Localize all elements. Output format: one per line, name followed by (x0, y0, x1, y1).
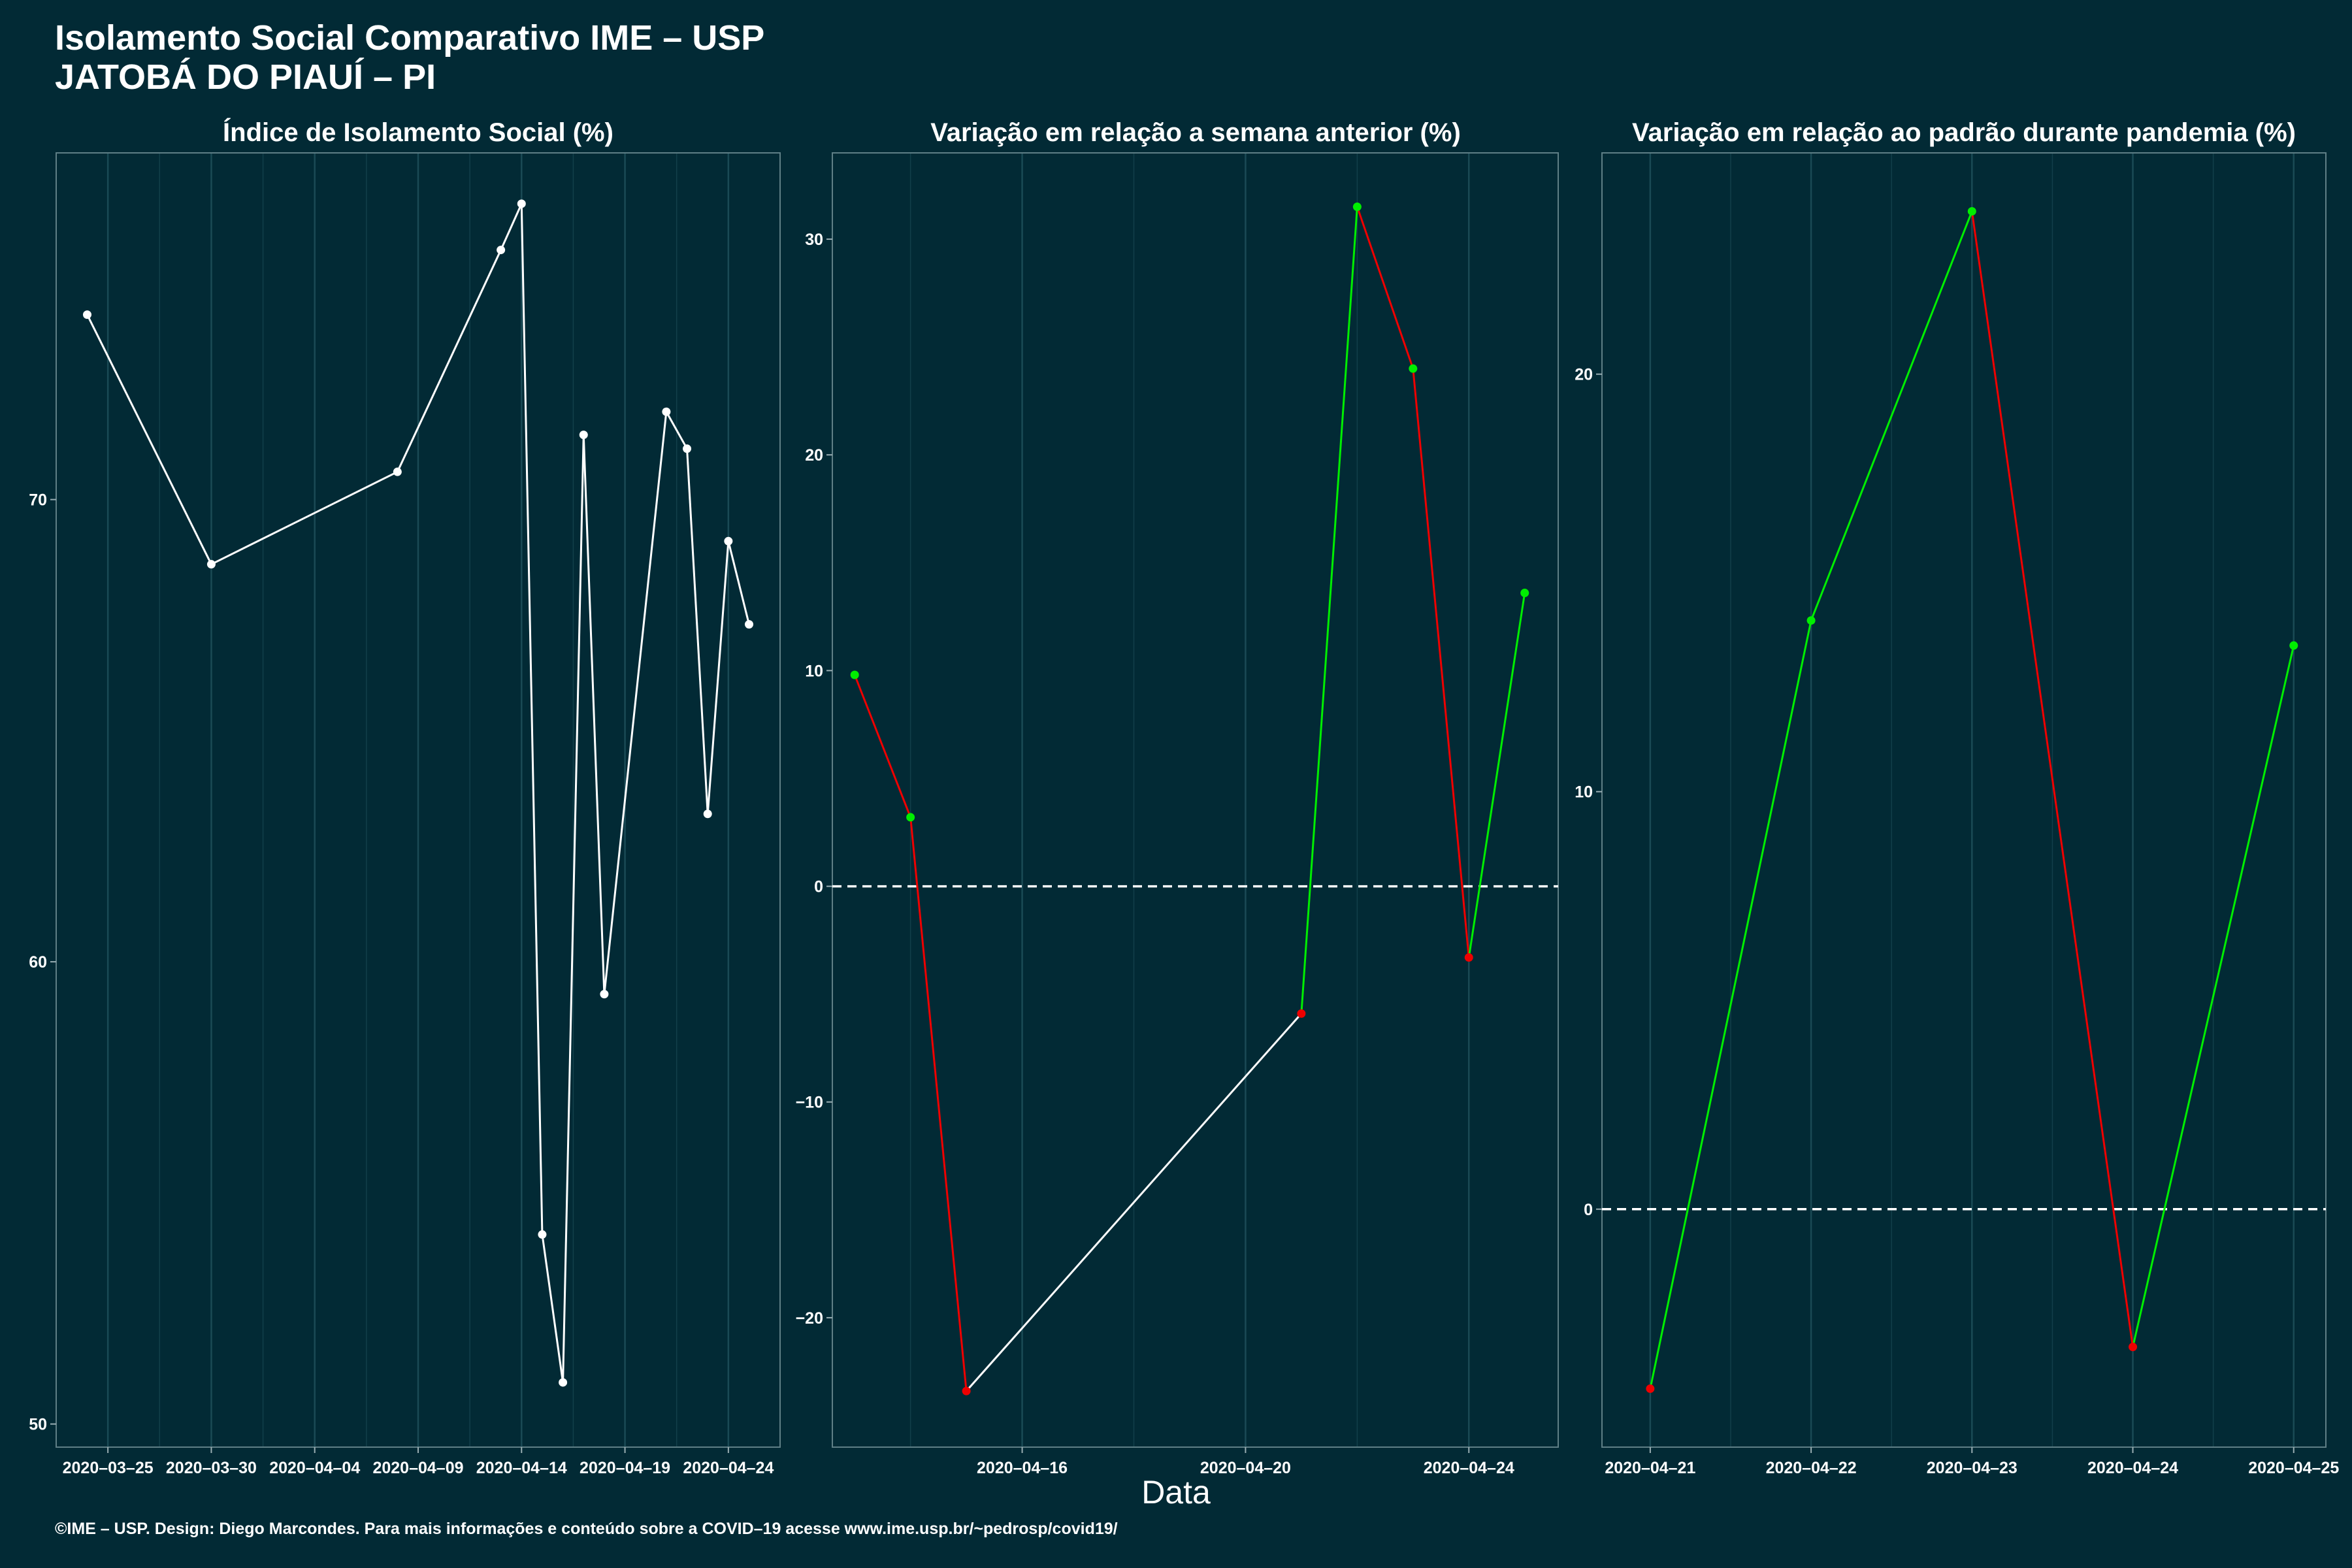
series-segment (1300, 206, 1358, 1014)
footer-credits: ©IME – USP. Design: Diego Marcondes. Par… (55, 1520, 1118, 1538)
series-segment (686, 448, 709, 814)
series-segment (396, 249, 502, 472)
series-segment (1970, 211, 2134, 1347)
series-segment (541, 1234, 564, 1383)
data-point (1520, 589, 1529, 598)
x-tick-label: 2020–04–09 (372, 1459, 463, 1477)
y-tick-label: 70 (29, 491, 47, 510)
data-point (703, 809, 712, 819)
y-tick-label: −10 (796, 1094, 823, 1112)
data-point (1297, 1009, 1306, 1018)
data-point (683, 444, 692, 453)
panel-title: Variação em relação a semana anterior (%… (930, 118, 1461, 147)
panel-pandemic-pattern-variation: Variação em relação ao padrão durante pa… (1575, 118, 2339, 1477)
series-segment (500, 203, 523, 251)
data-point (497, 246, 506, 255)
x-tick-label: 2020–04–22 (1766, 1459, 1857, 1477)
series-segment (210, 470, 399, 566)
series-segment (1356, 206, 1414, 369)
data-point (906, 813, 915, 822)
panel-border (832, 152, 1559, 1448)
data-point (206, 560, 216, 569)
x-tick-label: 2020–04–20 (1200, 1459, 1291, 1477)
x-tick-label: 2020–04–16 (977, 1459, 1068, 1477)
x-tick-label: 2020–04–25 (2248, 1459, 2339, 1477)
series-segment (909, 817, 968, 1392)
data-point (82, 310, 91, 319)
figure-subtitle: JATOBÁ DO PIAUÍ – PI (55, 57, 436, 97)
data-point (517, 199, 526, 208)
x-tick-label: 2020–04–14 (476, 1459, 567, 1477)
series-segment (1467, 593, 1526, 958)
x-tick-label: 2020–03–25 (63, 1459, 154, 1477)
series-segment (562, 434, 585, 1382)
y-tick-label: 0 (1584, 1201, 1593, 1219)
series-segment (727, 540, 750, 625)
data-point (1646, 1384, 1655, 1394)
data-point (1352, 203, 1362, 212)
series-segment (603, 412, 668, 994)
series-segment (1412, 368, 1470, 958)
data-point (559, 1378, 568, 1387)
x-tick-label: 2020–03–30 (166, 1459, 257, 1477)
series-segment (965, 1013, 1302, 1392)
x-axis-label: Data (1141, 1474, 1211, 1511)
x-tick-label: 2020–04–23 (1927, 1459, 2017, 1477)
panel-weekly-variation: Variação em relação a semana anterior (%… (796, 118, 1559, 1477)
y-tick-label: 50 (29, 1416, 47, 1434)
panel-isolation-index: Índice de Isolamento Social (%) 2020–03–2… (29, 118, 781, 1477)
data-point (2289, 641, 2298, 650)
data-point (662, 407, 671, 416)
y-tick-label: 30 (805, 231, 823, 249)
figure-title: Isolamento Social Comparativo IME – USP (55, 18, 765, 57)
y-tick-label: 20 (805, 446, 823, 465)
series-segment (853, 674, 912, 818)
y-tick-label: 20 (1575, 366, 1593, 384)
data-point (1806, 616, 1816, 625)
data-point (600, 990, 609, 999)
data-point (850, 670, 859, 679)
panel-title: Variação em relação ao padrão durante pa… (1632, 118, 2296, 147)
x-tick-label: 2020–04–04 (269, 1459, 360, 1477)
panel-title: Índice de Isolamento Social (%) (223, 118, 613, 147)
y-tick-label: −20 (796, 1309, 823, 1328)
x-tick-label: 2020–04–24 (1424, 1459, 1514, 1477)
x-tick-label: 2020–04–21 (1605, 1459, 1695, 1477)
data-point (579, 431, 588, 440)
y-tick-label: 10 (1575, 783, 1593, 802)
x-tick-label: 2020–04–24 (2087, 1459, 2178, 1477)
y-tick-label: 10 (805, 662, 823, 680)
data-point (1967, 206, 1976, 216)
series-segment (665, 411, 688, 449)
x-tick-label: 2020–04–24 (683, 1459, 774, 1477)
series-segment (1810, 210, 1973, 621)
data-point (724, 536, 733, 546)
data-point (1464, 953, 1473, 962)
y-tick-label: 0 (814, 878, 823, 896)
data-point (2129, 1343, 2138, 1352)
x-tick-label: 2020–04–19 (580, 1459, 670, 1477)
data-point (393, 467, 402, 476)
panel-border (1601, 152, 2327, 1448)
series-segment (2132, 645, 2295, 1347)
data-point (538, 1230, 547, 1239)
series-segment (582, 434, 606, 994)
y-tick-label: 60 (29, 953, 47, 972)
series-segment (520, 203, 544, 1235)
series-segment (706, 541, 730, 814)
data-point (1409, 364, 1418, 373)
data-point (962, 1386, 971, 1396)
data-point (745, 620, 754, 629)
series-segment (86, 314, 212, 565)
series-segment (1649, 620, 1812, 1389)
